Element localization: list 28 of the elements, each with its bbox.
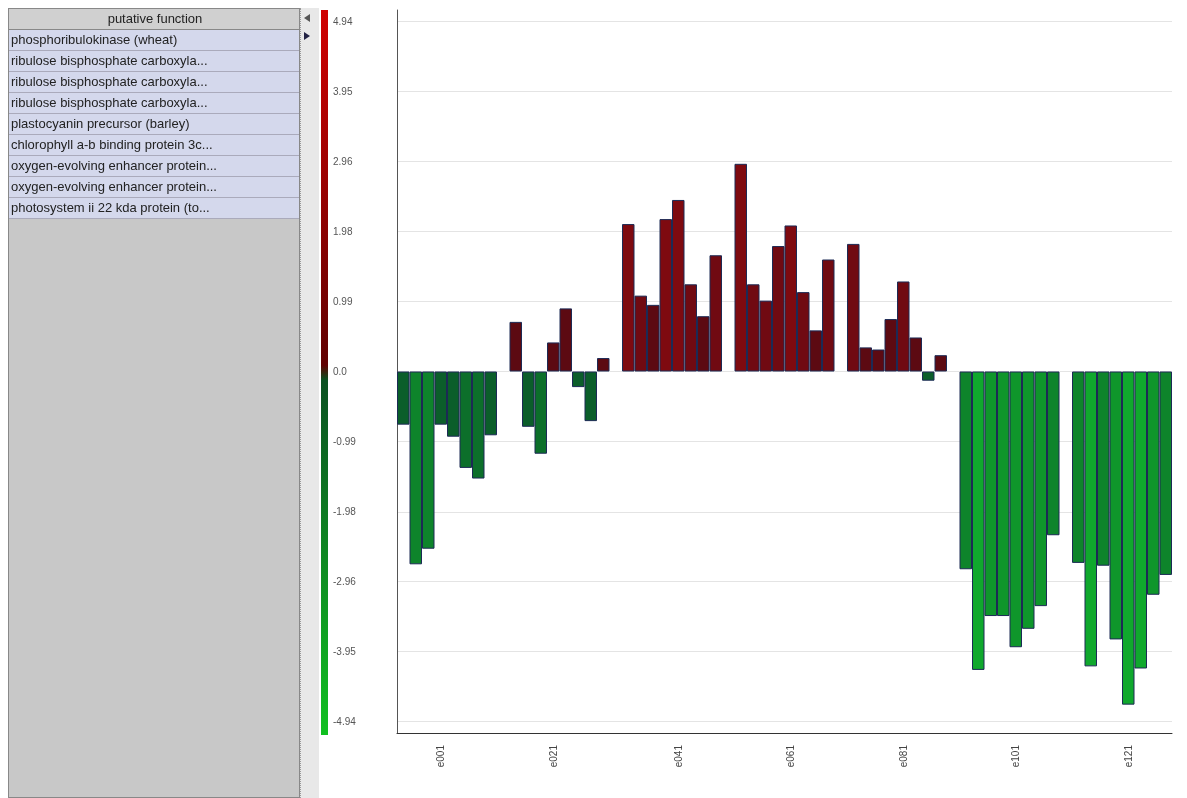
- y-tick-label: 2.96: [333, 156, 353, 168]
- text: oxygen-evolving enhancer protein...: [9, 177, 299, 198]
- text: chlorophyll a-b binding protein 3c...: [9, 135, 299, 156]
- x-tick-label: e101: [1010, 744, 1022, 768]
- y-tick-label: -3.95: [333, 645, 357, 657]
- x-tick-label: e001: [435, 744, 447, 768]
- text: ribulose bisphosphate carboxyla...: [9, 93, 299, 114]
- y-tick-label: 4.94: [333, 15, 353, 27]
- y-tick-label: -0.99: [333, 436, 357, 448]
- text: oxygen-evolving enhancer protein...: [9, 156, 299, 177]
- x-tick-label: e081: [897, 744, 909, 768]
- text: ribulose bisphosphate carboxyla...: [9, 51, 299, 72]
- y-tick-label: -2.96: [333, 575, 357, 587]
- x-tick-label: e021: [547, 744, 559, 768]
- text: phosphoribulokinase (wheat): [9, 30, 299, 51]
- x-tick-label: e121: [1122, 744, 1134, 768]
- x-tick-label: e041: [672, 744, 684, 768]
- x-tick-label: e061: [785, 744, 797, 768]
- y-tick-label: 3.95: [333, 86, 353, 98]
- text: plastocyanin precursor (barley): [9, 114, 299, 135]
- text: putative function: [9, 9, 299, 30]
- y-tick-label: -4.94: [333, 716, 357, 728]
- y-tick-label: -1.98: [333, 506, 357, 518]
- y-tick-label: 0.0: [333, 366, 348, 377]
- y-tick-label: 0.99: [333, 295, 353, 307]
- text: photosystem ii 22 kda protein (to...: [9, 198, 299, 219]
- y-tick-label: 1.98: [333, 225, 353, 237]
- text: ribulose bisphosphate carboxyla...: [9, 72, 299, 93]
